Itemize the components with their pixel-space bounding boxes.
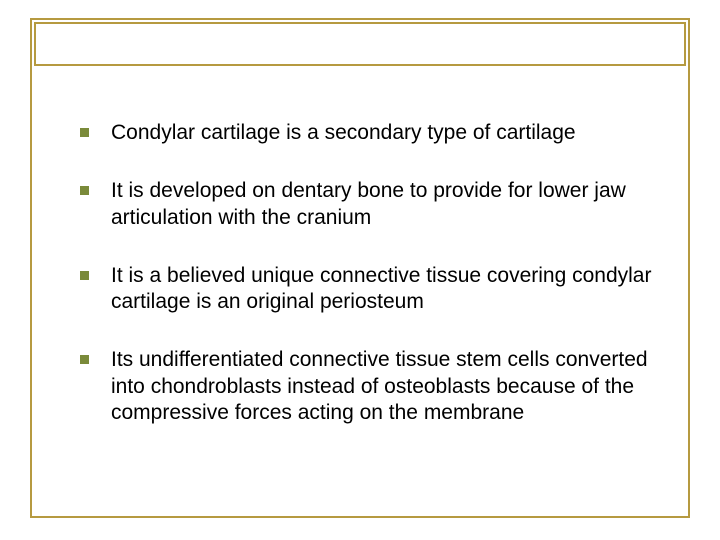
- square-bullet-icon: [80, 271, 89, 280]
- bullet-text: It is developed on dentary bone to provi…: [111, 178, 660, 231]
- list-item: It is developed on dentary bone to provi…: [80, 178, 660, 231]
- list-item: Its undifferentiated connective tissue s…: [80, 347, 660, 426]
- inner-frame: [34, 22, 686, 66]
- square-bullet-icon: [80, 355, 89, 364]
- square-bullet-icon: [80, 128, 89, 137]
- square-bullet-icon: [80, 186, 89, 195]
- bullet-list: Condylar cartilage is a secondary type o…: [80, 120, 660, 458]
- bullet-text: Its undifferentiated connective tissue s…: [111, 347, 660, 426]
- list-item: It is a believed unique connective tissu…: [80, 263, 660, 316]
- bullet-text: It is a believed unique connective tissu…: [111, 263, 660, 316]
- bullet-text: Condylar cartilage is a secondary type o…: [111, 120, 576, 146]
- list-item: Condylar cartilage is a secondary type o…: [80, 120, 660, 146]
